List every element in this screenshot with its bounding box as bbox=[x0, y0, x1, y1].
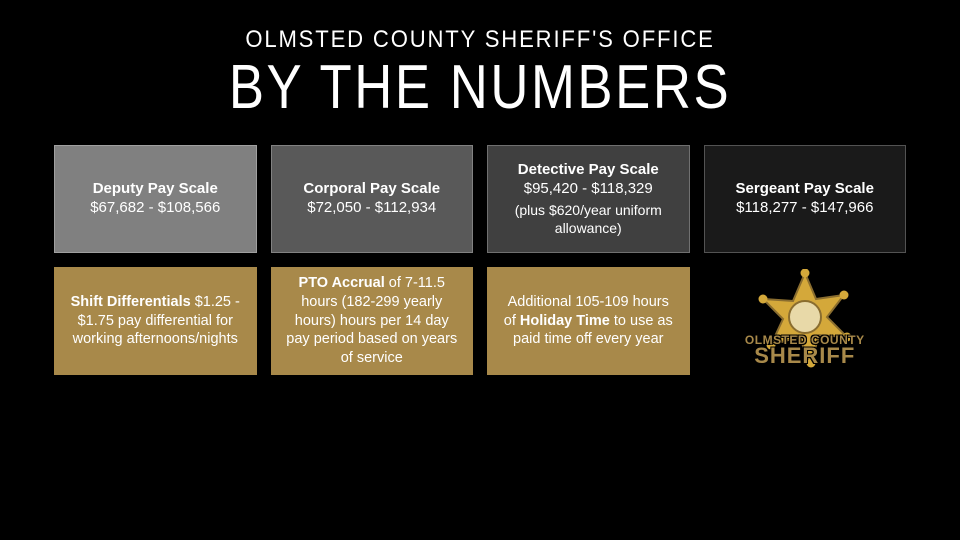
benefit-title: PTO Accrual bbox=[299, 275, 385, 291]
page-title: BY THE NUMBERS bbox=[72, 52, 888, 123]
benefit-card-pto: PTO Accrual of 7-11.5 hours (182-299 yea… bbox=[271, 267, 474, 375]
benefit-card-shift: Shift Differentials $1.25 - $1.75 pay di… bbox=[54, 267, 257, 375]
pay-card-corporal: Corporal Pay Scale $72,050 - $112,934 bbox=[271, 145, 474, 253]
badge-text: OLMSTED COUNTY SHERIFF bbox=[740, 335, 870, 367]
sheriff-badge: OLMSTED COUNTY SHERIFF bbox=[740, 267, 870, 375]
pay-card-range: $95,420 - $118,329 bbox=[524, 180, 653, 199]
subtitle: OLMSTED COUNTY SHERIFF'S OFFICE bbox=[38, 26, 921, 54]
pay-card-deputy: Deputy Pay Scale $67,682 - $108,566 bbox=[54, 145, 257, 253]
content-grid: Deputy Pay Scale $67,682 - $108,566 Corp… bbox=[0, 123, 960, 375]
benefit-card-holiday: Additional 105-109 hours of Holiday Time… bbox=[487, 267, 690, 375]
pay-card-title: Corporal Pay Scale bbox=[303, 180, 440, 199]
pay-card-range: $118,277 - $147,966 bbox=[736, 199, 873, 218]
pay-card-title: Sergeant Pay Scale bbox=[736, 180, 874, 199]
header: OLMSTED COUNTY SHERIFF'S OFFICE BY THE N… bbox=[0, 0, 960, 123]
logo-cell: OLMSTED COUNTY SHERIFF bbox=[704, 267, 907, 375]
benefit-title: Shift Differentials bbox=[71, 294, 191, 310]
pay-card-detective: Detective Pay Scale $95,420 - $118,329 (… bbox=[487, 145, 690, 253]
pay-card-range: $67,682 - $108,566 bbox=[90, 199, 220, 218]
pay-card-extra: (plus $620/year uniform allowance) bbox=[500, 202, 677, 237]
benefit-title: Holiday Time bbox=[520, 313, 610, 329]
badge-line2: SHERIFF bbox=[740, 346, 870, 367]
benefit-text: Additional 105-109 hours of Holiday Time… bbox=[501, 293, 676, 350]
benefit-text: PTO Accrual of 7-11.5 hours (182-299 yea… bbox=[285, 274, 460, 368]
pay-card-title: Deputy Pay Scale bbox=[93, 180, 218, 199]
benefit-text: Shift Differentials $1.25 - $1.75 pay di… bbox=[68, 293, 243, 350]
pay-card-range: $72,050 - $112,934 bbox=[307, 199, 436, 218]
pay-card-sergeant: Sergeant Pay Scale $118,277 - $147,966 bbox=[704, 145, 907, 253]
pay-card-title: Detective Pay Scale bbox=[518, 161, 659, 180]
